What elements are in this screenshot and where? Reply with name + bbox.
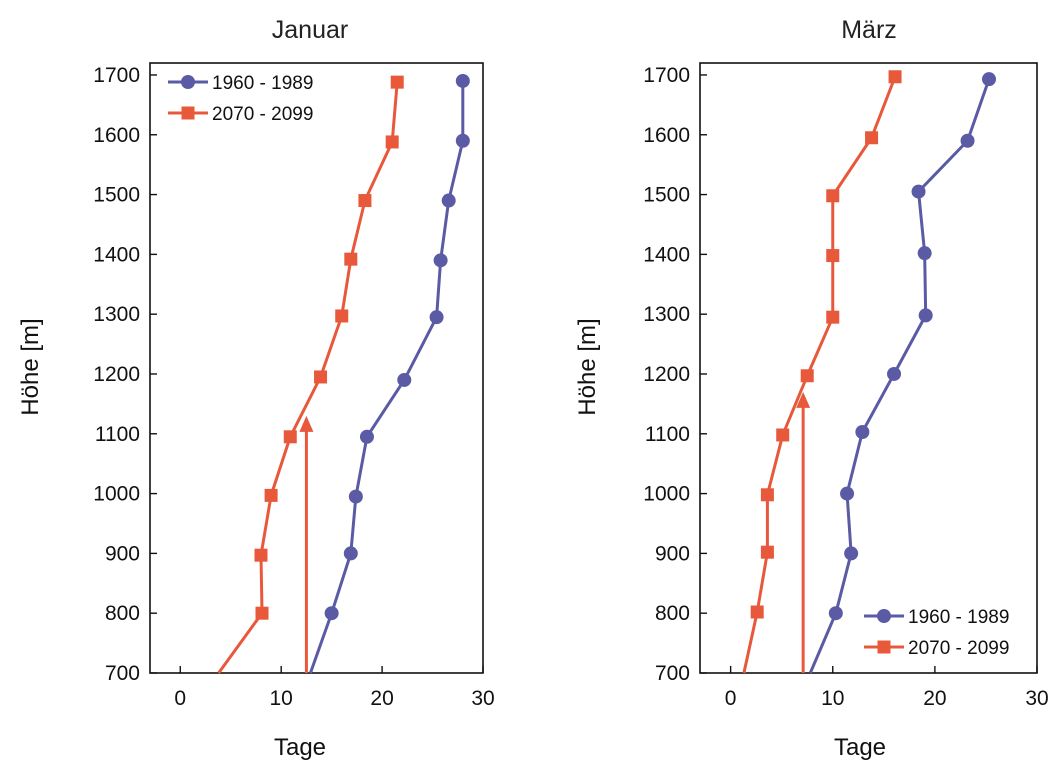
x-tick-label: 30 <box>1025 687 1048 710</box>
data-point-2070-2099 <box>314 370 328 384</box>
chart-title-januar: Januar <box>272 16 348 44</box>
legend-label-2070-2099: 2070 - 2099 <box>212 104 313 125</box>
chart-title-maerz: März <box>841 16 897 44</box>
data-point-1960-1989 <box>911 184 926 199</box>
data-point-2070-2099 <box>760 545 774 559</box>
data-point-2070-2099 <box>888 70 902 84</box>
x-tick-label: 10 <box>270 687 293 710</box>
data-point-1960-1989 <box>828 606 843 621</box>
x-axis-title-januar: Tage <box>274 734 326 760</box>
data-point-2070-2099 <box>865 131 879 145</box>
data-point-1960-1989 <box>844 546 859 561</box>
data-point-2070-2099 <box>283 430 297 444</box>
data-point-1960-1989 <box>982 72 997 87</box>
x-tick-label: 20 <box>923 687 946 710</box>
x-axis-title-maerz: Tage <box>834 734 886 760</box>
data-point-2070-2099 <box>800 369 814 383</box>
data-point-1960-1989 <box>343 546 358 561</box>
data-point-1960-1989 <box>917 246 932 261</box>
chart-maerz: März Höhe [m] Tage 700 800 900 1000 1100 1200… <box>574 16 1049 760</box>
data-point-2070-2099 <box>826 249 840 263</box>
data-point-1960-1989 <box>433 253 448 268</box>
data-point-2070-2099 <box>335 309 349 323</box>
data-point-1960-1989 <box>324 606 339 621</box>
y-tick-label: 1700 <box>643 64 690 87</box>
legend-marker-1960-1989 <box>181 75 195 89</box>
y-tick-label: 900 <box>105 542 140 565</box>
legend-label-1960-1989: 1960 - 1989 <box>908 607 1009 628</box>
y-tick-label: 1500 <box>93 184 140 207</box>
y-tick-label: 1000 <box>643 483 690 506</box>
data-point-2070-2099 <box>750 605 764 619</box>
data-point-1960-1989 <box>348 489 363 504</box>
y-tick-label: 1000 <box>93 483 140 506</box>
data-point-2070-2099 <box>385 135 399 149</box>
legend-marker-1960-1989 <box>877 609 891 623</box>
data-point-1960-1989 <box>441 193 456 208</box>
legend-label-1960-1989: 1960 - 1989 <box>212 73 313 94</box>
data-point-2070-2099 <box>760 488 774 502</box>
data-point-1960-1989 <box>455 73 470 88</box>
y-tick-label: 1600 <box>93 124 140 147</box>
data-point-1960-1989 <box>887 366 902 381</box>
y-axis-title-januar: Höhe [m] <box>17 318 44 415</box>
series-line-2070-2099 <box>742 76 897 674</box>
data-point-2070-2099 <box>358 194 372 208</box>
y-axis-title-maerz: Höhe [m] <box>574 318 601 415</box>
plot-area-maerz <box>699 62 1038 674</box>
legend-marker-2070-2099 <box>877 640 891 654</box>
y-tick-label: 1100 <box>95 423 140 446</box>
data-point-1960-1989 <box>359 429 374 444</box>
data-point-2070-2099 <box>255 606 269 620</box>
y-tick-label: 1200 <box>643 363 690 386</box>
y-tick-label: 1300 <box>643 303 690 326</box>
y-tick-label: 1300 <box>93 303 140 326</box>
y-tick-label: 1400 <box>93 243 140 266</box>
y-tick-label: 700 <box>655 662 690 685</box>
y-tick-label: 800 <box>655 602 690 625</box>
x-tick-label: 0 <box>725 687 737 710</box>
y-tick-label: 1600 <box>643 124 690 147</box>
data-point-1960-1989 <box>429 310 444 325</box>
chart-januar: Januar Höhe [m] Tage 700 800 900 1000 1100 12… <box>17 16 495 760</box>
legend-marker-2070-2099 <box>181 106 195 120</box>
data-point-2070-2099 <box>776 428 790 442</box>
data-point-2070-2099 <box>264 488 278 502</box>
plot-area-januar <box>149 62 484 674</box>
data-point-1960-1989 <box>918 308 933 323</box>
data-point-1960-1989 <box>397 372 412 387</box>
data-point-2070-2099 <box>344 252 358 266</box>
data-point-1960-1989 <box>855 424 870 439</box>
data-point-1960-1989 <box>840 486 855 501</box>
arrow-annotation-head <box>299 415 314 432</box>
x-tick-label: 20 <box>370 687 393 710</box>
y-tick-label: 700 <box>105 662 140 685</box>
y-tick-label: 1500 <box>643 184 690 207</box>
data-point-2070-2099 <box>254 548 268 562</box>
x-tick-label: 10 <box>821 687 844 710</box>
legend-label-2070-2099: 2070 - 2099 <box>908 638 1009 659</box>
y-tick-label: 800 <box>105 602 140 625</box>
series-line-2070-2099 <box>217 82 399 674</box>
y-tick-label: 1100 <box>645 423 690 446</box>
x-tick-label: 0 <box>174 687 186 710</box>
data-point-2070-2099 <box>826 189 840 203</box>
y-tick-label: 1200 <box>93 363 140 386</box>
data-point-1960-1989 <box>455 133 470 148</box>
y-tick-label: 900 <box>655 542 690 565</box>
data-point-2070-2099 <box>826 310 840 324</box>
data-point-2070-2099 <box>390 75 404 89</box>
data-point-1960-1989 <box>960 133 975 148</box>
x-tick-label: 30 <box>471 687 494 710</box>
y-tick-label: 1400 <box>643 243 690 266</box>
y-tick-label: 1700 <box>93 64 140 87</box>
arrow-annotation-head <box>796 391 811 408</box>
series-line-1960-1989 <box>309 80 465 674</box>
